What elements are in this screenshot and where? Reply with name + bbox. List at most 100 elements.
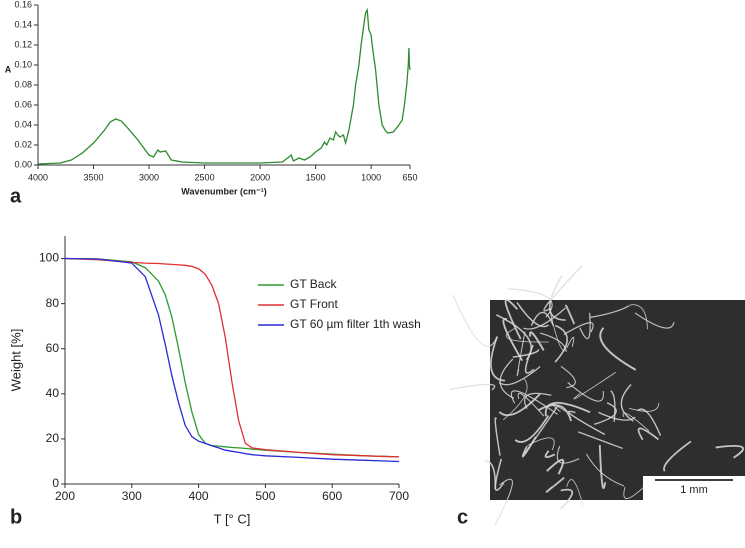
y-tick-label: 0: [52, 476, 59, 490]
y-tick-label: 100: [39, 251, 59, 265]
x-tick-label: 1500: [306, 172, 326, 182]
y-tick-label: 80: [46, 296, 60, 310]
x-tick-label: 400: [189, 489, 209, 503]
fiber: [560, 365, 576, 389]
micrograph: [449, 265, 745, 527]
x-tick-label: 650: [402, 172, 417, 182]
fiber: [622, 412, 650, 432]
fiber: [521, 436, 537, 458]
fiber: [566, 336, 575, 349]
fiber: [514, 415, 550, 443]
fiber: [567, 381, 604, 402]
fiber: [715, 444, 745, 459]
fiber: [543, 265, 583, 312]
data-line: [64, 257, 400, 463]
fiber: [524, 344, 535, 374]
scale-bar-label: 1 mm: [680, 484, 708, 496]
x-tick-label: 1000: [361, 172, 381, 182]
fiber: [554, 324, 568, 363]
fiber: [598, 445, 607, 489]
y-tick-label: 0.04: [14, 119, 32, 129]
y-tick-label: 0.08: [14, 79, 32, 89]
fiber: [599, 327, 637, 371]
panel-label: a: [10, 185, 22, 207]
fiber: [498, 366, 541, 386]
fiber: [516, 331, 526, 376]
fiber: [452, 294, 498, 347]
legend-label: GT Front: [290, 297, 338, 311]
legend-label: GT Back: [290, 277, 337, 291]
panel-label: b: [10, 506, 22, 528]
fiber: [490, 336, 506, 382]
fiber: [563, 322, 594, 336]
fiber: [556, 445, 580, 464]
fiber: [517, 392, 545, 417]
y-tick-label: 0.12: [14, 39, 32, 49]
y-tick-label: 40: [46, 386, 60, 400]
data-line: [37, 7, 411, 165]
fiber: [485, 459, 497, 490]
fiber: [529, 331, 545, 351]
x-tick-label: 4000: [28, 172, 48, 182]
fiber: [538, 404, 572, 422]
x-tick-label: 600: [322, 489, 342, 503]
fiber: [578, 431, 623, 449]
fiber: [620, 384, 634, 422]
fiber: [504, 298, 522, 340]
fiber: [498, 393, 541, 417]
fiber: [566, 479, 584, 506]
fiber: [567, 410, 606, 436]
fiber: [579, 312, 591, 340]
x-tick-label: 3000: [139, 172, 159, 182]
y-tick-label: 0.00: [14, 159, 32, 169]
fiber: [545, 476, 565, 493]
fiber: [637, 408, 662, 436]
fiber: [539, 332, 567, 352]
fiber: [505, 327, 549, 343]
x-tick-label: 200: [55, 489, 75, 503]
fiber: [530, 311, 555, 327]
x-axis-label: T [° C]: [214, 511, 251, 526]
fiber: [573, 371, 617, 400]
fiber: [524, 392, 552, 409]
data-line: [64, 257, 400, 458]
y-tick-label: 60: [46, 341, 60, 355]
fiber: [663, 440, 692, 472]
x-tick-label: 2000: [250, 172, 270, 182]
fiber: [610, 390, 616, 422]
fiber: [589, 305, 630, 319]
fiber: [494, 417, 501, 456]
fiber: [593, 402, 617, 425]
fiber: [598, 411, 636, 421]
fiber: [512, 349, 540, 358]
x-tick-label: 3500: [84, 172, 104, 182]
fiber: [510, 390, 558, 415]
fiber: [494, 478, 513, 527]
y-axis-label: Weight [%]: [8, 329, 23, 392]
fiber: [544, 450, 556, 459]
x-axis-label: Wavenumber (cm⁻¹): [181, 186, 266, 196]
fiber: [502, 318, 524, 362]
y-tick-label: 0.02: [14, 139, 32, 149]
y-tick-label: 0.14: [14, 19, 32, 29]
y-tick-label: 0.16: [14, 0, 32, 9]
fiber: [565, 304, 576, 325]
fiber: [637, 427, 659, 441]
panel-label: c: [457, 506, 468, 528]
x-tick-label: 700: [389, 489, 409, 503]
fiber: [544, 401, 591, 417]
fiber: [546, 458, 565, 475]
x-tick-label: 500: [255, 489, 275, 503]
fiber: [634, 312, 675, 329]
fiber: [507, 288, 553, 318]
fiber: [548, 275, 566, 321]
y-tick-label: 20: [46, 431, 60, 445]
legend-label: GT 60 µm filter 1th wash: [290, 317, 421, 331]
y-tick-label: 0.06: [14, 99, 32, 109]
fiber: [585, 453, 625, 487]
y-tick-label: 0.10: [14, 59, 32, 69]
fiber: [629, 402, 660, 412]
fiber: [629, 304, 648, 330]
x-tick-label: 300: [122, 489, 142, 503]
